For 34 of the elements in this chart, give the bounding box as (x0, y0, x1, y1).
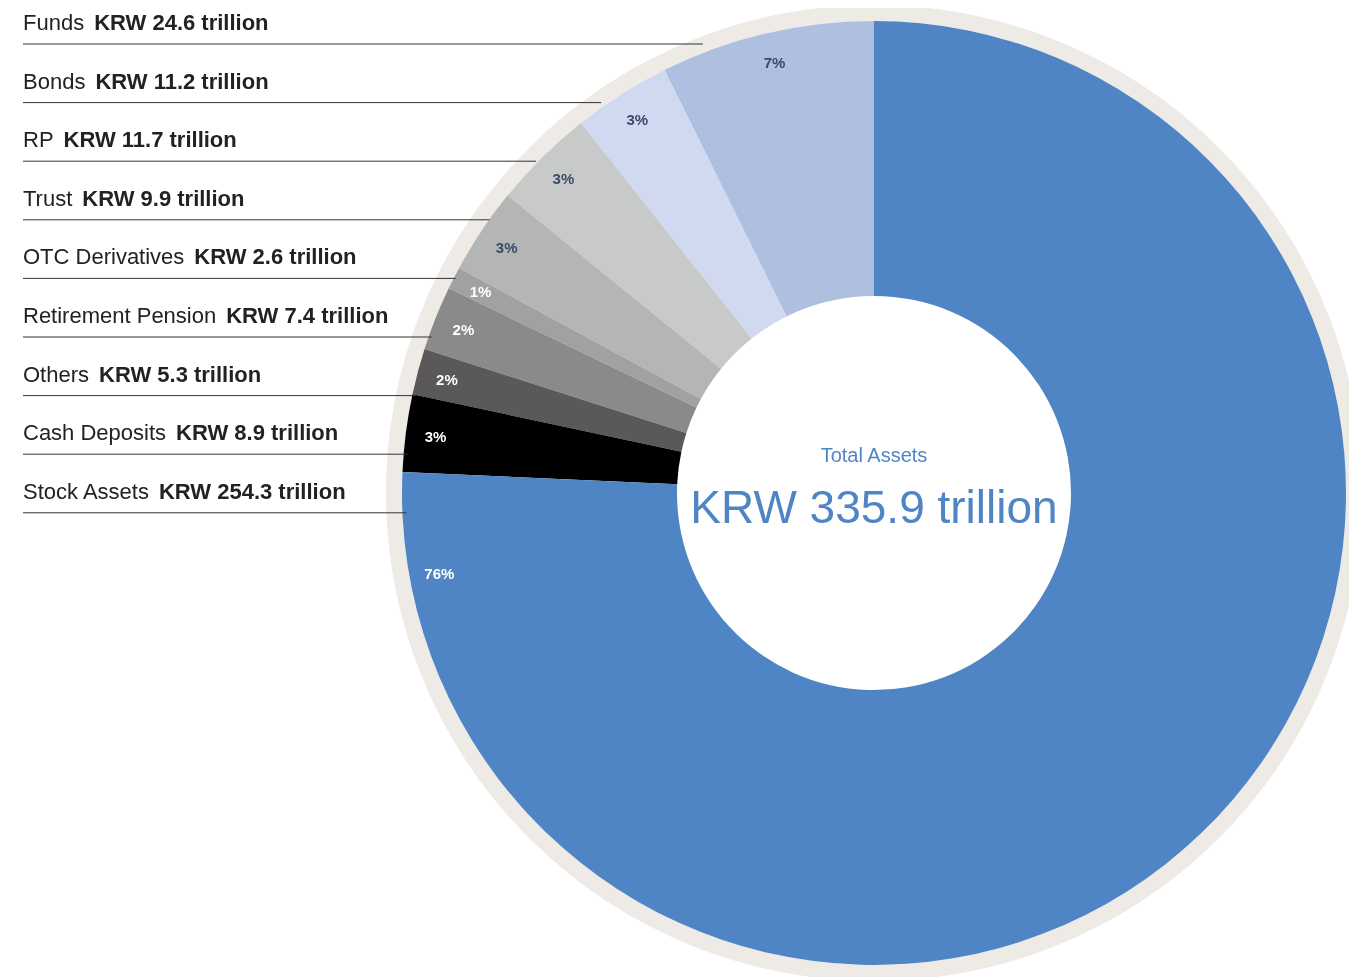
text: 3% (552, 169, 575, 187)
text: 3% (424, 428, 447, 446)
text: 76% (424, 564, 455, 582)
slice-label: RP (23, 127, 54, 153)
donut-slice (424, 288, 697, 433)
slice-label: Cash Deposits (23, 420, 167, 446)
data-label: KRW 8.9 trillion (176, 420, 339, 446)
donut-slice (581, 70, 787, 339)
slice-label: OTC Derivatives (23, 244, 185, 270)
data-label: KRW 2.6 trillion (194, 244, 357, 270)
data-label: KRW 7.4 trillion (226, 303, 389, 328)
text: 3% (626, 111, 649, 129)
slice-label: Trust (23, 185, 73, 211)
text: KRW 335.9 trillion (690, 481, 1058, 533)
data-label: KRW 9.9 trillion (82, 185, 245, 211)
text: 2% (436, 370, 458, 388)
text: Total Assets (820, 444, 928, 466)
text: 7% (763, 53, 786, 71)
data-label: KRW 24.6 trillion (94, 10, 269, 35)
data-label: KRW 11.7 trillion (63, 127, 237, 153)
data-label: KRW 5.3 trillion (99, 361, 262, 387)
donut-slice (402, 394, 682, 485)
text: 2% (452, 320, 475, 338)
slice-label: Retirement Pension (23, 303, 217, 328)
slice-label: Others (23, 361, 90, 387)
text: 3% (495, 238, 518, 256)
text: 1% (469, 283, 492, 301)
slice-label: Funds (23, 10, 85, 35)
slice-label: Bonds (23, 68, 86, 94)
donut-slice (664, 21, 874, 317)
slice-label: Stock Assets (23, 478, 149, 504)
data-label: KRW 11.2 trillion (95, 68, 269, 94)
donut-slice (412, 348, 687, 452)
data-label: KRW 254.3 trillion (158, 478, 346, 504)
